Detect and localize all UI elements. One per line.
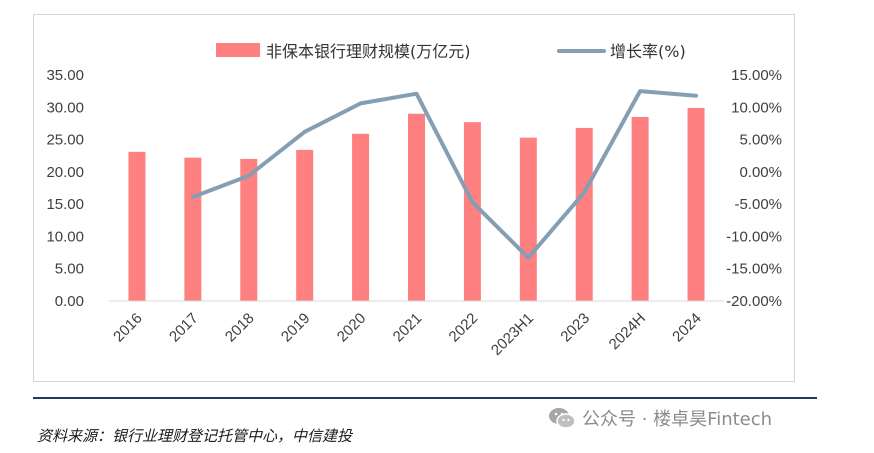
x-tick-label: 2017 [166,310,202,346]
right-tick-label: -5.00% [734,196,782,213]
left-tick-label: 10.00 [46,228,84,245]
left-tick-label: 5.00 [55,261,84,278]
bar [184,157,202,301]
bar [296,149,314,301]
right-tick-label: -20.00% [726,293,782,310]
left-tick-label: 0.00 [55,293,84,310]
watermark: 公众号 · 楼卓昊Fintech [548,405,772,431]
left-tick-label: 15.00 [46,196,84,213]
bar [687,107,705,301]
bar [128,151,146,301]
right-tick-label: 10.00% [731,99,782,116]
bar [240,158,258,301]
x-tick-label: 2020 [334,310,370,346]
x-tick-label: 2019 [278,310,314,346]
left-tick-label: 25.00 [46,132,84,149]
left-tick-label: 20.00 [46,164,84,181]
right-tick-label: 15.00% [731,67,782,84]
chart-frame: 35.00 30.00 25.00 20.00 15.00 10.00 5.00 0.00 15… [33,14,795,382]
bar [575,127,593,301]
watermark-text: 公众号 · 楼卓昊Fintech [582,409,773,430]
right-tick-label: 5.00% [739,132,782,149]
x-tick-label: 2022 [446,310,482,346]
x-tick-label: 2016 [110,310,146,346]
x-tick-label: 2021 [390,310,426,346]
divider-line [33,397,817,399]
x-tick-label: 2024H [606,310,649,353]
x-tick-label: 2023H1 [488,310,537,359]
bar [463,122,481,301]
bar [408,113,425,301]
right-tick-label: -10.00% [726,228,782,245]
legend-swatch-bar [216,43,260,57]
bar [631,116,649,301]
legend-label-line: 增长率(%) [610,42,686,61]
x-tick-label: 2023 [557,310,593,346]
x-tick-label: 2018 [222,310,258,346]
growth-rate-line [190,89,698,260]
x-tick-label: 2024 [669,310,705,346]
left-tick-label: 30.00 [46,99,84,116]
right-tick-label: 0.00% [739,164,782,181]
source-note: 资料来源：银行业理财登记托管中心，中信建投 [37,427,353,445]
legend-label-bar: 非保本银行理财规模(万亿元) [266,42,471,61]
right-tick-label: -15.00% [726,261,782,278]
bar [352,133,370,301]
chart-plot: 35.00 30.00 25.00 20.00 15.00 10.00 5.00 0.00 15… [46,42,782,359]
bar [519,137,537,301]
wechat-icon [549,408,576,429]
left-tick-label: 35.00 [46,67,84,84]
